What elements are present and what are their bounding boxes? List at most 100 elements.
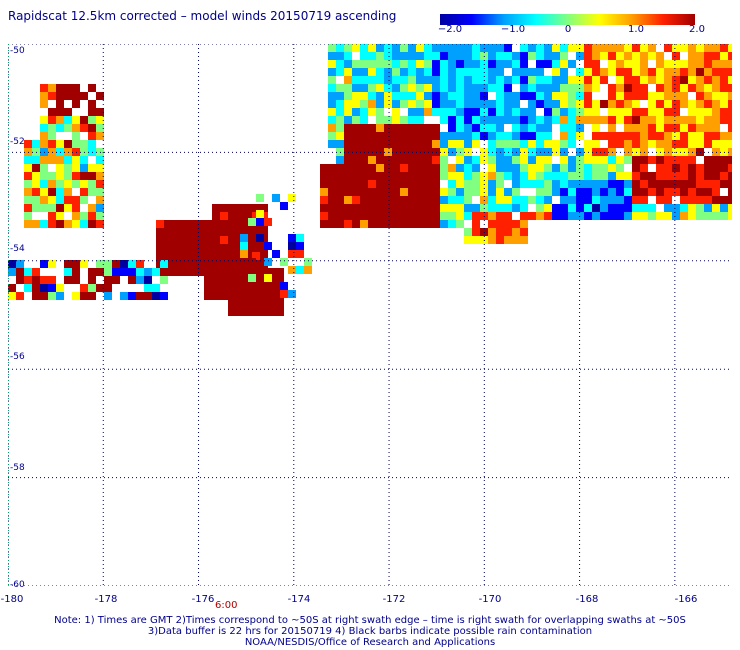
wind-cell xyxy=(680,212,688,220)
wind-cell xyxy=(448,124,456,132)
wind-cell xyxy=(408,52,416,60)
wind-cell xyxy=(180,244,188,252)
wind-cell xyxy=(704,132,712,140)
wind-cell xyxy=(212,244,220,252)
wind-cell xyxy=(344,164,352,172)
wind-cell xyxy=(48,180,56,188)
wind-cell xyxy=(328,164,336,172)
wind-cell xyxy=(104,292,112,300)
wind-cell xyxy=(568,212,576,220)
wind-cell xyxy=(504,228,512,236)
wind-cell xyxy=(392,60,400,68)
wind-cell xyxy=(720,156,728,164)
wind-cell xyxy=(72,116,80,124)
wind-cell xyxy=(384,60,392,68)
wind-cell xyxy=(152,284,160,292)
wind-cell xyxy=(624,172,632,180)
wind-cell xyxy=(424,100,432,108)
wind-cell xyxy=(408,188,416,196)
wind-cell xyxy=(48,92,56,100)
wind-cell xyxy=(64,196,72,204)
wind-cell xyxy=(688,212,696,220)
wind-cell xyxy=(456,44,464,52)
wind-cell xyxy=(408,92,416,100)
wind-cell xyxy=(72,196,80,204)
wind-cell xyxy=(392,100,400,108)
wind-cell xyxy=(56,92,64,100)
wind-cell xyxy=(360,76,368,84)
wind-cell xyxy=(600,68,608,76)
wind-cell xyxy=(360,172,368,180)
wind-cell xyxy=(360,140,368,148)
wind-cell xyxy=(360,44,368,52)
wind-cell xyxy=(640,172,648,180)
wind-cell xyxy=(88,116,96,124)
wind-cell xyxy=(696,100,704,108)
wind-cell xyxy=(552,92,560,100)
wind-cell xyxy=(728,156,732,164)
wind-cell xyxy=(648,156,656,164)
wind-cell xyxy=(408,164,416,172)
wind-cell xyxy=(488,236,496,244)
wind-cell xyxy=(48,156,56,164)
wind-cell xyxy=(608,68,616,76)
wind-cell xyxy=(336,84,344,92)
wind-cell xyxy=(144,292,152,300)
wind-cell xyxy=(520,228,528,236)
wind-cell xyxy=(648,180,656,188)
wind-cell xyxy=(24,196,32,204)
wind-cell xyxy=(688,84,696,92)
wind-cell xyxy=(568,100,576,108)
wind-cell xyxy=(584,204,592,212)
wind-cell xyxy=(360,220,368,228)
wind-cell xyxy=(664,132,672,140)
wind-cell xyxy=(544,44,552,52)
wind-cell xyxy=(336,124,344,132)
wind-cell xyxy=(80,196,88,204)
wind-cell xyxy=(376,60,384,68)
wind-cell xyxy=(672,116,680,124)
wind-cell xyxy=(696,60,704,68)
wind-cell xyxy=(80,220,88,228)
wind-cell xyxy=(32,220,40,228)
wind-cell xyxy=(32,156,40,164)
wind-cell xyxy=(344,44,352,52)
wind-cell xyxy=(400,180,408,188)
wind-cell xyxy=(64,220,72,228)
wind-cell xyxy=(504,60,512,68)
wind-cell xyxy=(696,132,704,140)
wind-cell xyxy=(584,68,592,76)
wind-cell xyxy=(48,132,56,140)
wind-cell xyxy=(344,220,352,228)
wind-cell xyxy=(336,100,344,108)
wind-cell xyxy=(368,156,376,164)
wind-cell xyxy=(80,260,88,268)
wind-cell xyxy=(464,124,472,132)
wind-cell xyxy=(640,52,648,60)
wind-cell xyxy=(584,156,592,164)
wind-cell xyxy=(520,52,528,60)
wind-cell xyxy=(160,268,168,276)
wind-cell xyxy=(712,204,720,212)
wind-cell xyxy=(56,188,64,196)
wind-cell xyxy=(472,180,480,188)
wind-cell xyxy=(400,140,408,148)
wind-cell xyxy=(384,188,392,196)
wind-cell xyxy=(528,196,536,204)
wind-cell xyxy=(64,92,72,100)
wind-cell xyxy=(344,84,352,92)
wind-cell xyxy=(352,60,360,68)
wind-cell xyxy=(616,68,624,76)
wind-cell xyxy=(276,308,284,316)
wind-cell xyxy=(432,76,440,84)
wind-cell xyxy=(204,284,212,292)
wind-cell xyxy=(488,180,496,188)
wind-cell xyxy=(544,212,552,220)
wind-cell xyxy=(520,44,528,52)
wind-cell xyxy=(640,116,648,124)
wind-cell xyxy=(696,196,704,204)
wind-cell xyxy=(560,108,568,116)
wind-cell xyxy=(608,100,616,108)
wind-cell xyxy=(384,164,392,172)
wind-cell xyxy=(592,84,600,92)
